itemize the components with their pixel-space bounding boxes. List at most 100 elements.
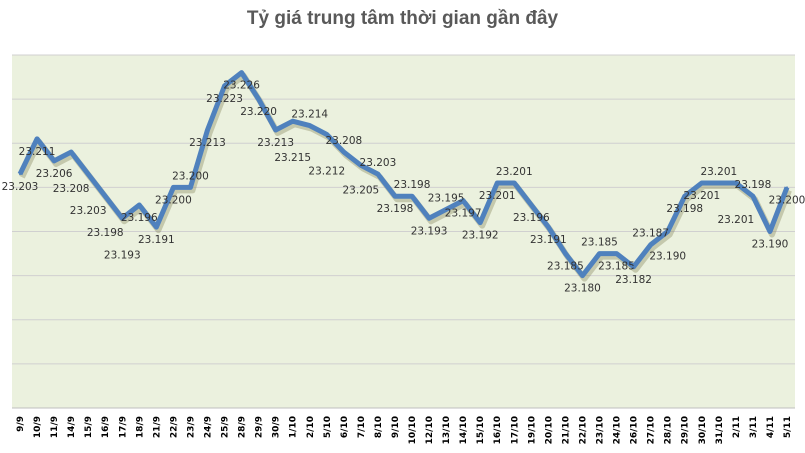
data-label: 23.198 xyxy=(735,179,772,191)
data-point xyxy=(734,181,737,184)
data-point xyxy=(649,243,652,246)
x-tick-label: 10/9 xyxy=(33,416,43,438)
data-point xyxy=(138,204,141,207)
data-point xyxy=(104,195,107,198)
data-label: 23.191 xyxy=(138,234,175,246)
data-point xyxy=(411,195,414,198)
data-point xyxy=(172,186,175,189)
x-tick-label: 12/10 xyxy=(425,416,435,444)
series-line xyxy=(17,70,790,279)
data-label: 23.203 xyxy=(2,181,39,193)
x-tick-label: 25/9 xyxy=(221,416,231,438)
data-point xyxy=(496,181,499,184)
data-point xyxy=(155,226,158,229)
x-tick-label: 21/10 xyxy=(561,416,571,444)
x-tick-label: 29/10 xyxy=(681,416,691,444)
x-tick-label: 24/10 xyxy=(613,416,623,444)
x-tick-label: 24/9 xyxy=(203,416,213,438)
data-label: 23.193 xyxy=(104,249,141,261)
data-label: 23.198 xyxy=(377,203,414,215)
x-tick-label: 18/9 xyxy=(135,416,145,438)
data-label: 23.180 xyxy=(564,283,601,295)
data-label: 23.215 xyxy=(274,152,311,164)
x-tick-label: 30/9 xyxy=(272,416,282,438)
data-label: 23.197 xyxy=(445,208,482,220)
data-point xyxy=(189,186,192,189)
x-tick-label: 6/10 xyxy=(340,416,350,438)
data-label: 23.185 xyxy=(547,261,584,273)
data-label: 23.195 xyxy=(428,192,465,204)
x-tick-label: 20/10 xyxy=(544,416,554,444)
data-label: 23.208 xyxy=(325,135,362,147)
data-label: 23.182 xyxy=(615,274,652,286)
x-tick-label: 1/10 xyxy=(289,416,299,438)
data-label: 23.201 xyxy=(717,214,754,226)
x-tick-label: 3/11 xyxy=(749,416,759,438)
data-label: 23.200 xyxy=(769,194,805,206)
data-point xyxy=(717,181,720,184)
data-label: 23.185 xyxy=(581,237,618,249)
data-point xyxy=(223,84,226,87)
data-label: 23.212 xyxy=(308,165,345,177)
data-point xyxy=(751,195,754,198)
chart-title: Tỷ giá trung tâm thời gian gần đây xyxy=(246,8,559,29)
data-label: 23.205 xyxy=(343,184,380,196)
data-point xyxy=(325,133,328,136)
x-tick-label: 2/10 xyxy=(306,416,316,438)
x-tick-label: 23/10 xyxy=(596,416,606,444)
data-label: 23.203 xyxy=(70,205,107,217)
data-point xyxy=(445,208,448,211)
data-label: 23.203 xyxy=(360,157,397,169)
x-tick-label: 15/10 xyxy=(476,416,486,444)
data-point xyxy=(121,217,124,220)
data-label: 23.223 xyxy=(206,93,243,105)
data-label: 23.193 xyxy=(411,225,448,237)
data-point xyxy=(786,186,788,189)
x-tick-label: 14/9 xyxy=(67,416,77,438)
x-tick-label: 21/9 xyxy=(152,416,162,438)
data-label: 23.196 xyxy=(513,212,550,224)
x-tick-label: 16/9 xyxy=(101,416,111,438)
x-tick-label: 7/10 xyxy=(357,416,367,438)
data-point xyxy=(615,252,618,255)
data-point xyxy=(87,173,90,176)
x-tick-label: 14/10 xyxy=(459,416,469,444)
data-label: 23.211 xyxy=(19,146,56,158)
data-label: 23.208 xyxy=(53,183,90,195)
data-label: 23.185 xyxy=(598,261,635,273)
x-tick-label: 17/9 xyxy=(118,416,128,438)
x-tick-label: 17/10 xyxy=(510,416,520,444)
data-point xyxy=(376,173,379,176)
x-tick-label: 29/9 xyxy=(255,416,265,438)
x-tick-label: 15/9 xyxy=(84,416,94,438)
data-point xyxy=(564,252,567,255)
data-point xyxy=(768,230,771,233)
data-label: 23.200 xyxy=(155,194,192,206)
x-tick-label: 11/9 xyxy=(50,416,60,438)
data-point xyxy=(479,221,482,224)
x-tick-label: 16/10 xyxy=(493,416,503,444)
data-point xyxy=(257,98,260,101)
x-tick-label: 23/9 xyxy=(186,416,196,438)
data-point xyxy=(342,151,345,154)
data-label: 23.220 xyxy=(240,106,277,118)
data-point xyxy=(359,164,362,167)
x-tick-label: 28/10 xyxy=(664,416,674,444)
data-label: 23.198 xyxy=(87,227,124,239)
data-label: 23.198 xyxy=(666,203,703,215)
data-point xyxy=(70,151,73,154)
data-point xyxy=(19,173,21,176)
data-label: 23.201 xyxy=(683,190,720,202)
x-tick-label: 10/10 xyxy=(408,416,418,444)
data-point xyxy=(240,71,243,74)
data-label: 23.190 xyxy=(752,239,789,251)
data-point xyxy=(206,129,209,132)
x-tick-label: 2/11 xyxy=(732,416,742,438)
data-label: 23.191 xyxy=(530,234,567,246)
x-tick-label: 13/10 xyxy=(442,416,452,444)
data-point xyxy=(530,204,533,207)
x-tick-label: 4/11 xyxy=(766,416,776,438)
data-point xyxy=(53,159,56,162)
data-label: 23.190 xyxy=(649,251,686,263)
